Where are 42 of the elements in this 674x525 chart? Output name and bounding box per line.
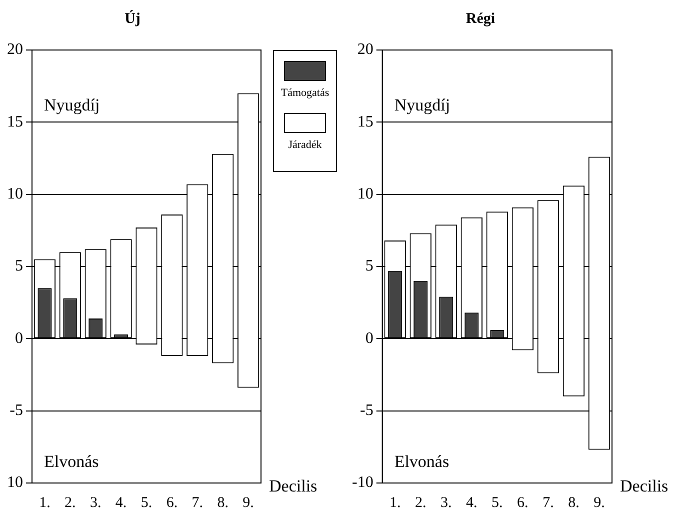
- x-axis-title: Decilis: [269, 476, 318, 496]
- x-tick-label: 9.: [242, 494, 254, 511]
- y-tick-label: -10: [352, 474, 374, 492]
- y-tick-label: -5: [10, 402, 23, 420]
- annotation: Elvonás: [44, 452, 99, 471]
- x-tick-label: 9.: [594, 494, 605, 511]
- y-tick-label: 15: [357, 113, 374, 130]
- x-tick-label: 2.: [64, 494, 76, 511]
- y-tick-label: 5: [15, 258, 23, 275]
- y-tick-label: 10: [357, 186, 374, 203]
- x-tick-label: 5.: [492, 494, 503, 511]
- x-tick-label: 8.: [568, 494, 580, 511]
- y-tick-label: 0: [15, 330, 23, 347]
- legend-label: Támogatás: [280, 87, 330, 99]
- x-tick-label: 5.: [140, 494, 152, 511]
- y-tick-label: -5: [360, 402, 374, 420]
- annotation: Nyugdíj: [44, 95, 100, 114]
- annotation: Nyugdíj: [394, 95, 450, 114]
- x-tick-label: 3.: [90, 494, 102, 511]
- text: Járadék: [288, 139, 322, 151]
- x-tick-label: 7.: [542, 494, 554, 511]
- y-tick-label: 20: [7, 41, 23, 58]
- x-tick-label: 4.: [466, 494, 478, 511]
- x-tick-label: 6.: [166, 494, 178, 511]
- x-tick-label: 4.: [115, 494, 127, 511]
- x-axis-title: Decilis: [620, 476, 668, 496]
- x-tick-label: 2.: [414, 494, 426, 511]
- y-tick-label: 10: [7, 186, 23, 203]
- x-tick-label: 7.: [192, 494, 204, 511]
- x-tick-label: 8.: [217, 494, 228, 511]
- y-tick-label: 10: [7, 474, 23, 492]
- chart-title: Régi: [466, 10, 496, 27]
- y-tick-label: 20: [357, 41, 374, 58]
- y-tick-label: 15: [7, 113, 23, 130]
- annotation: Elvonás: [394, 452, 450, 471]
- y-tick-label: 0: [365, 330, 374, 347]
- y-tick-label: 5: [365, 258, 374, 275]
- chart-title: Új: [124, 10, 140, 27]
- x-tick-label: 1.: [39, 494, 50, 511]
- x-tick-label: 3.: [440, 494, 452, 511]
- x-tick-label: 1.: [389, 494, 401, 511]
- x-tick-label: 6.: [517, 494, 528, 511]
